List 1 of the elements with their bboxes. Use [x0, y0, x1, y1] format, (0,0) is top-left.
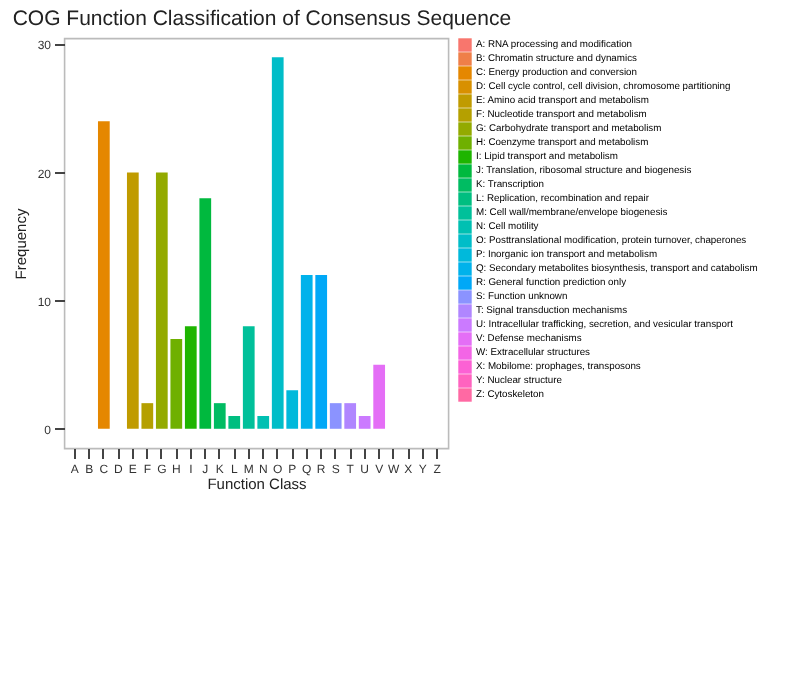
chart-title: COG Function Classification of Consensus Sequence: [12, 7, 512, 31]
